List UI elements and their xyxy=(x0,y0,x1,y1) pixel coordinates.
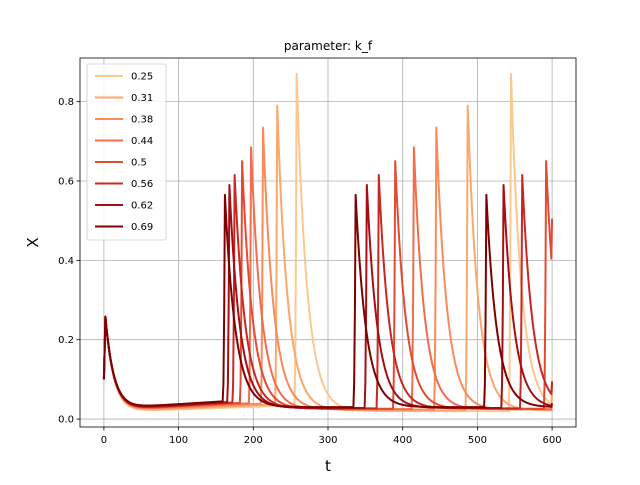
axis-ticks: 0 100 200 300 400 500 600 0.0 0.2 0.4 0.6 0.8 xyxy=(58,97,562,446)
legend-label: 0.56 xyxy=(131,179,153,190)
y-tick-label: 0.4 xyxy=(58,256,74,267)
legend-label: 0.25 xyxy=(131,72,153,83)
legend-label: 0.38 xyxy=(131,115,153,126)
legend-label: 0.31 xyxy=(131,93,153,104)
x-tick-label: 0 xyxy=(101,435,107,446)
x-axis-label: t xyxy=(325,457,331,475)
x-tick-label: 500 xyxy=(468,435,487,446)
series-lines xyxy=(102,72,554,413)
y-tick-label: 0.8 xyxy=(58,97,74,108)
x-tick-label: 200 xyxy=(244,435,263,446)
x-tick-label: 300 xyxy=(318,435,337,446)
x-tick-label: 400 xyxy=(393,435,412,446)
legend: 0.25 0.31 0.38 0.44 0.5 0.56 0.62 0.69 xyxy=(86,63,167,241)
legend-label: 0.5 xyxy=(131,158,147,169)
y-tick-label: 0.2 xyxy=(58,335,74,346)
grid xyxy=(80,58,576,427)
y-axis-label: X xyxy=(24,237,42,247)
series-line-0-69 xyxy=(102,193,553,409)
legend-label: 0.69 xyxy=(131,222,153,233)
x-tick-label: 100 xyxy=(169,435,188,446)
y-tick-label: 0.6 xyxy=(58,177,74,188)
chart-title: parameter: k_f xyxy=(284,39,373,53)
series-line-0-25 xyxy=(102,72,554,413)
legend-label: 0.62 xyxy=(131,201,153,212)
legend-label: 0.44 xyxy=(131,136,153,147)
y-tick-label: 0.0 xyxy=(58,415,74,426)
x-tick-label: 600 xyxy=(543,435,562,446)
legend-box xyxy=(86,63,167,241)
